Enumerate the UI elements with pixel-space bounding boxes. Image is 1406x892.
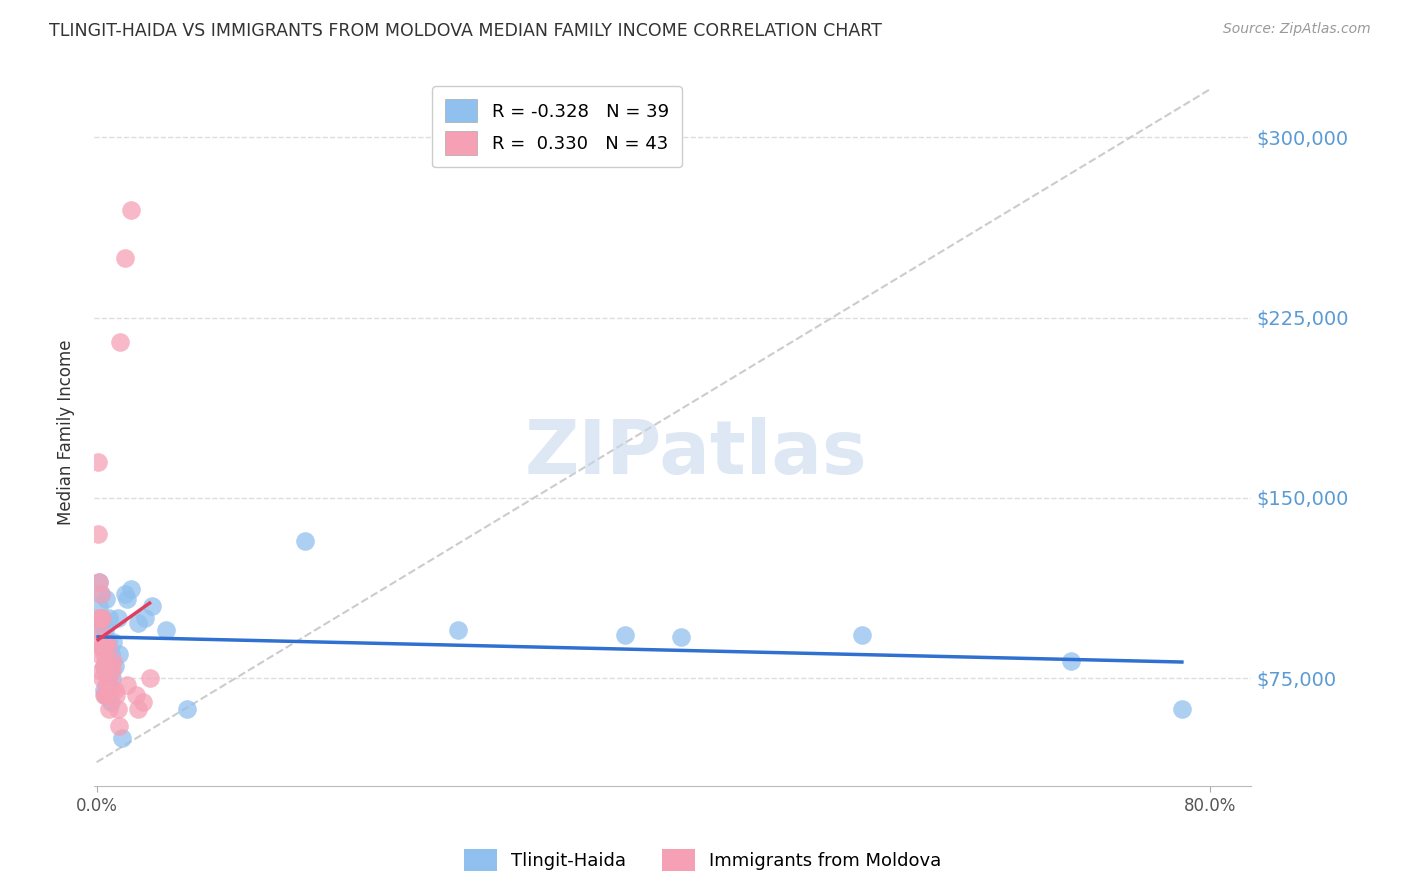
Point (111, 731, 134, 745)
Point (1059, 654, 1081, 668)
Point (98, 664, 121, 678)
Point (94, 664, 117, 678)
Point (134, 611, 156, 625)
Point (93, 688, 115, 702)
Point (100, 647, 122, 661)
Point (614, 628, 637, 642)
Point (100, 683, 122, 698)
Point (104, 659, 127, 673)
Point (97, 688, 120, 702)
Point (101, 664, 124, 678)
Point (114, 587, 136, 601)
Point (94, 688, 117, 702)
Point (90, 635, 112, 649)
Point (98, 671, 121, 685)
Text: ZIPatlas: ZIPatlas (524, 417, 868, 490)
Point (141, 599, 163, 613)
Point (100, 659, 122, 673)
Point (94, 623, 117, 637)
Point (93, 683, 115, 698)
Point (138, 671, 160, 685)
Point (90, 587, 112, 601)
Text: Source: ZipAtlas.com: Source: ZipAtlas.com (1223, 22, 1371, 37)
Point (104, 683, 127, 698)
Legend: Tlingit-Haida, Immigrants from Moldova: Tlingit-Haida, Immigrants from Moldova (457, 842, 949, 879)
Point (97, 635, 120, 649)
Point (94, 635, 117, 649)
Point (127, 615, 149, 630)
Point (91, 611, 114, 625)
Point (93, 659, 115, 673)
Point (124, 688, 146, 702)
Text: TLINGIT-HAIDA VS IMMIGRANTS FROM MOLDOVA MEDIAN FAMILY INCOME CORRELATION CHART: TLINGIT-HAIDA VS IMMIGRANTS FROM MOLDOVA… (49, 22, 882, 40)
Point (93, 659, 115, 673)
Point (110, 334, 132, 349)
Point (105, 688, 128, 702)
Point (176, 702, 198, 716)
Point (447, 623, 470, 637)
Point (1171, 702, 1194, 716)
Point (669, 630, 692, 644)
Point (89, 599, 111, 613)
Point (87, 527, 110, 541)
Point (121, 582, 143, 596)
Point (87, 611, 110, 625)
Point (89, 574, 111, 589)
Point (96, 635, 118, 649)
Point (87, 455, 110, 469)
Point (98, 611, 121, 625)
Point (94, 688, 117, 702)
Point (89, 623, 111, 637)
Point (117, 678, 139, 692)
Point (121, 202, 143, 217)
Point (91, 640, 114, 654)
Point (93, 635, 115, 649)
Point (96, 678, 118, 692)
Legend: R = -0.328   N = 39, R =  0.330   N = 43: R = -0.328 N = 39, R = 0.330 N = 43 (432, 87, 682, 167)
Point (97, 640, 120, 654)
Point (155, 623, 177, 637)
Point (114, 251, 136, 265)
Point (96, 654, 118, 668)
Point (294, 534, 316, 549)
Y-axis label: Median Family Income: Median Family Income (58, 339, 75, 524)
Point (98, 702, 121, 716)
Point (107, 611, 129, 625)
Point (101, 671, 124, 685)
Point (107, 702, 129, 716)
Point (96, 591, 118, 606)
Point (131, 695, 153, 709)
Point (87, 623, 110, 637)
Point (90, 587, 112, 601)
Point (89, 574, 111, 589)
Point (97, 671, 120, 685)
Point (100, 695, 122, 709)
Point (90, 664, 112, 678)
Point (108, 719, 131, 733)
Point (91, 640, 114, 654)
Point (103, 635, 125, 649)
Point (851, 628, 873, 642)
Point (127, 702, 149, 716)
Point (89, 647, 111, 661)
Point (90, 611, 112, 625)
Point (93, 647, 115, 661)
Point (91, 611, 114, 625)
Point (108, 647, 131, 661)
Point (117, 591, 139, 606)
Point (103, 654, 125, 668)
Point (90, 615, 112, 630)
Point (91, 671, 114, 685)
